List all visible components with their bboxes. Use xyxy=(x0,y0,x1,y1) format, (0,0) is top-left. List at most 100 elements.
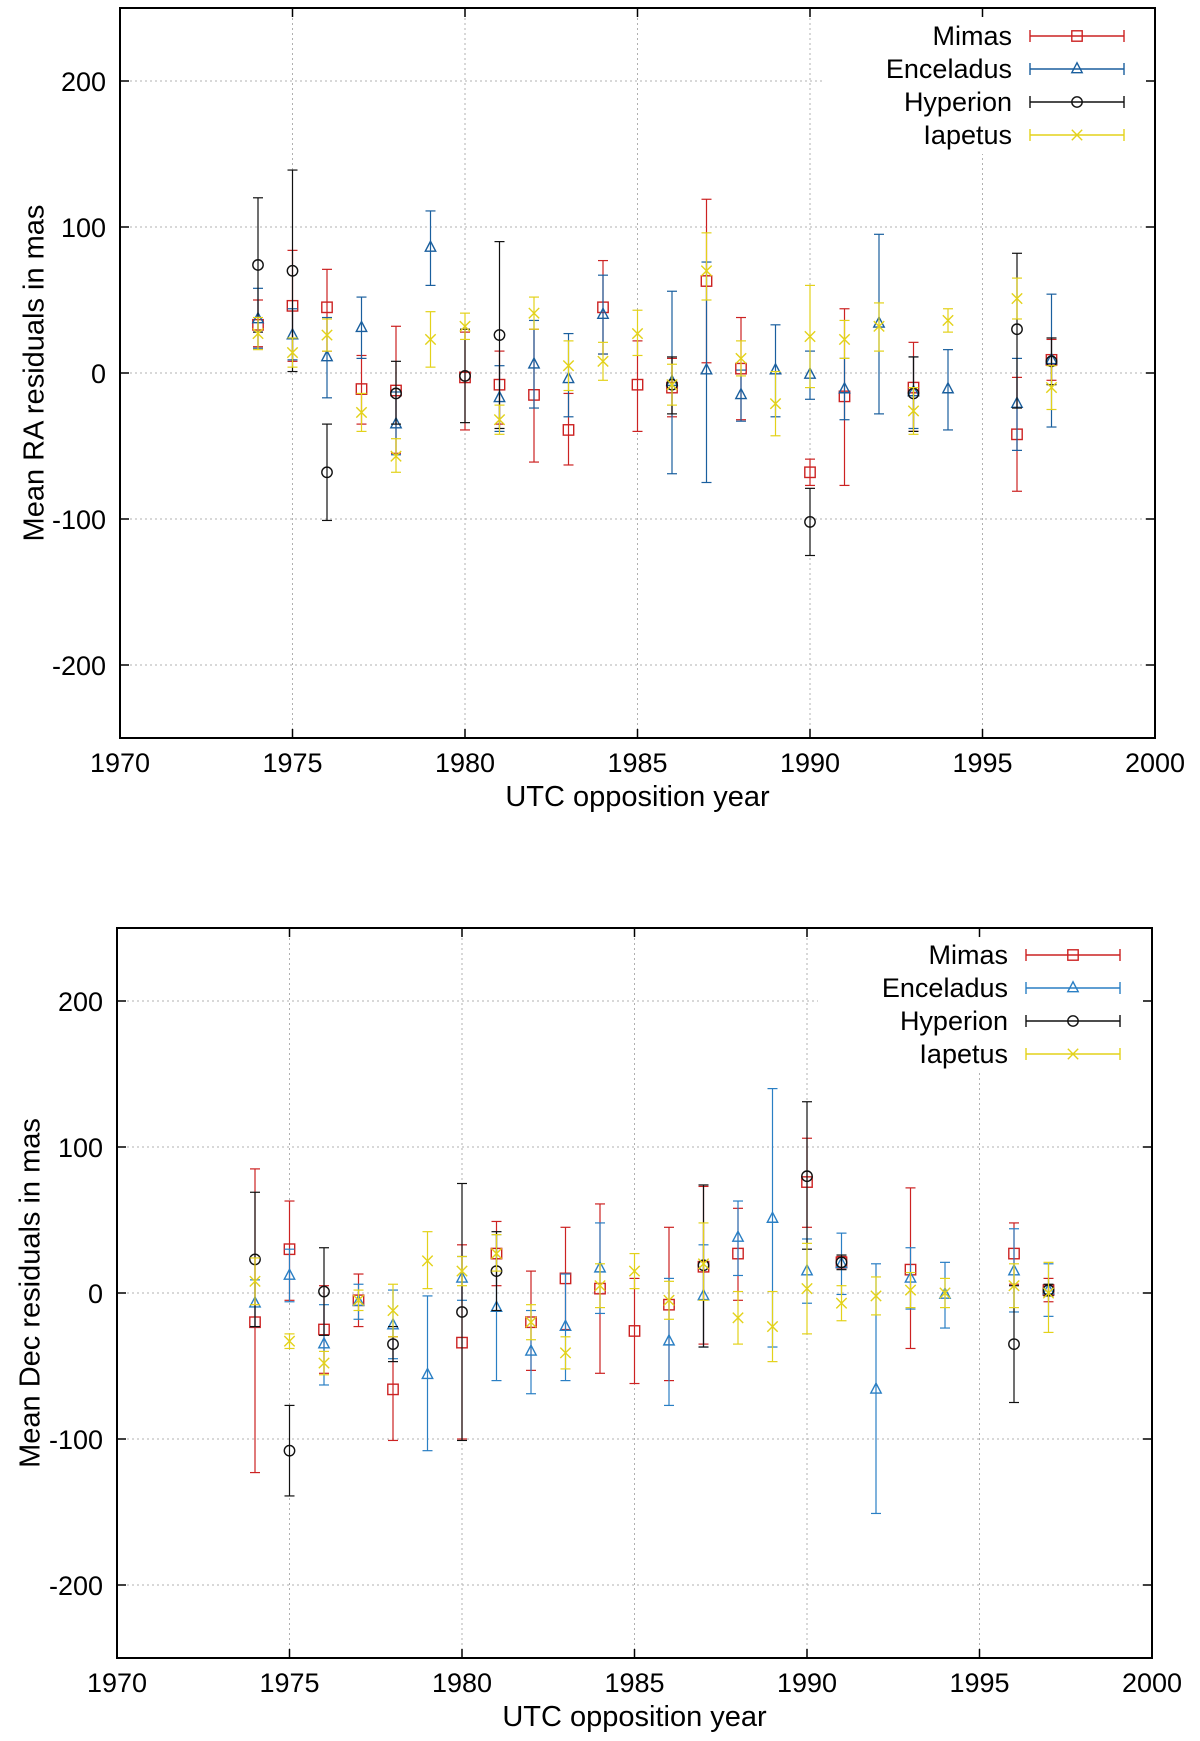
data-marker xyxy=(559,1347,572,1359)
ra-point-iapetus-1996 xyxy=(1011,277,1023,320)
ra-point-enceladus-1982 xyxy=(527,319,541,409)
data-marker xyxy=(942,314,954,327)
data-marker xyxy=(801,1282,813,1295)
data-marker xyxy=(1011,323,1023,336)
ra-legend-marker xyxy=(1070,61,1084,74)
data-marker xyxy=(1011,292,1023,305)
ra-legend-marker xyxy=(1071,96,1083,108)
ra-point-hyperion-1981 xyxy=(493,241,506,430)
ra-point-enceladus-1977 xyxy=(355,296,368,359)
ra-ytick-label: 0 xyxy=(91,359,106,389)
data-marker xyxy=(559,1318,572,1331)
data-marker xyxy=(766,1210,779,1223)
data-marker xyxy=(732,1312,744,1324)
ra-point-enceladus-1979 xyxy=(424,210,437,286)
dec-legend-marker xyxy=(1067,1015,1079,1027)
data-marker xyxy=(387,1383,399,1396)
dec-point-iapetus-1977 xyxy=(352,1289,365,1312)
data-marker xyxy=(904,1284,917,1296)
dec-point-iapetus-1990 xyxy=(801,1242,813,1335)
dec-point-iapetus-1992 xyxy=(870,1276,882,1316)
dec-point-iapetus-1984 xyxy=(594,1263,606,1309)
ra-point-iapetus-1989 xyxy=(769,370,782,437)
data-marker xyxy=(873,320,885,332)
data-marker xyxy=(939,1287,951,1299)
ra-point-iapetus-1983 xyxy=(562,340,575,392)
ra-point-iapetus-1975 xyxy=(286,337,299,368)
data-marker xyxy=(317,1336,331,1349)
ra-point-iapetus-1990 xyxy=(804,284,816,389)
ra-point-iapetus-1994 xyxy=(942,308,954,333)
dec-series-mimas xyxy=(249,1137,1055,1474)
dec-x-axis-label: UTC opposition year xyxy=(502,1701,767,1733)
dec-point-iapetus-1982 xyxy=(525,1304,537,1341)
dec-legend-label: Hyperion xyxy=(900,1006,1008,1036)
ra-xtick-label: 1980 xyxy=(435,748,495,778)
dec-point-hyperion-1980 xyxy=(456,1182,468,1442)
dec-point-iapetus-1994 xyxy=(939,1277,951,1309)
ra-series-mimas xyxy=(252,198,1058,492)
data-marker xyxy=(1008,1280,1020,1292)
dec-point-iapetus-1974 xyxy=(249,1257,261,1306)
dec-legend-label: Iapetus xyxy=(919,1039,1008,1069)
data-marker xyxy=(249,1275,261,1288)
data-marker xyxy=(493,329,506,341)
dec-point-iapetus-1989 xyxy=(766,1290,779,1363)
ra-xtick-label: 1975 xyxy=(262,748,322,778)
ra-point-iapetus-1976 xyxy=(321,318,333,352)
data-marker xyxy=(769,397,782,410)
data-marker xyxy=(387,1338,399,1351)
data-marker xyxy=(421,1367,434,1380)
data-marker xyxy=(804,466,816,479)
dec-xtick-label: 2000 xyxy=(1122,1668,1182,1698)
ra-point-iapetus-1993 xyxy=(907,387,920,435)
data-marker xyxy=(528,307,540,319)
dec-point-iapetus-1983 xyxy=(559,1336,572,1370)
ra-legend-label: Hyperion xyxy=(904,87,1012,117)
ra-legend-marker xyxy=(1071,30,1083,42)
data-marker xyxy=(252,259,264,271)
data-marker xyxy=(527,356,541,369)
data-marker xyxy=(524,1343,538,1356)
dec-ytick-label: -200 xyxy=(49,1571,103,1601)
ra-xtick-label: 2000 xyxy=(1125,748,1185,778)
dec-legend-entry-iapetus: Iapetus xyxy=(919,1039,1121,1069)
ra-point-iapetus-1986 xyxy=(666,363,678,406)
ra-point-iapetus-1974 xyxy=(252,316,264,351)
dec-ytick-label: 100 xyxy=(58,1133,103,1163)
ra-point-iapetus-1997 xyxy=(1045,365,1058,411)
dec-point-iapetus-1976 xyxy=(318,1350,330,1376)
data-marker xyxy=(597,355,609,368)
data-marker xyxy=(734,387,748,400)
data-marker xyxy=(628,1325,641,1337)
dec-legend-background xyxy=(818,935,1146,1073)
data-marker xyxy=(631,378,644,391)
ra-series-enceladus xyxy=(251,210,1058,484)
ra-legend-label: Mimas xyxy=(933,21,1013,51)
data-marker xyxy=(869,1381,883,1394)
dec-point-iapetus-1979 xyxy=(421,1231,434,1290)
data-marker xyxy=(525,1316,537,1328)
data-marker xyxy=(355,320,368,333)
ra-legend-label: Iapetus xyxy=(923,120,1012,150)
dec-xtick-label: 1985 xyxy=(604,1668,664,1698)
data-marker xyxy=(631,327,644,340)
ra-legend-entry-hyperion: Hyperion xyxy=(904,87,1125,117)
ra-point-iapetus-1978 xyxy=(390,438,402,473)
data-marker xyxy=(390,387,402,400)
dec-ytick-label: -100 xyxy=(49,1425,103,1455)
ra-ytick-label: -100 xyxy=(52,505,106,535)
dec-xtick-label: 1980 xyxy=(432,1668,492,1698)
dec-point-hyperion-1991 xyxy=(835,1254,848,1271)
ra-point-hyperion-1974 xyxy=(252,197,264,333)
data-marker xyxy=(562,424,575,436)
data-marker xyxy=(835,1297,848,1309)
ra-legend-entry-enceladus: Enceladus xyxy=(886,54,1125,84)
dec-series-hyperion xyxy=(249,1101,1055,1497)
data-marker xyxy=(286,346,299,359)
data-marker xyxy=(352,1294,365,1306)
ra-point-iapetus-1987 xyxy=(700,232,713,301)
ra-point-hyperion-1978 xyxy=(390,360,402,425)
